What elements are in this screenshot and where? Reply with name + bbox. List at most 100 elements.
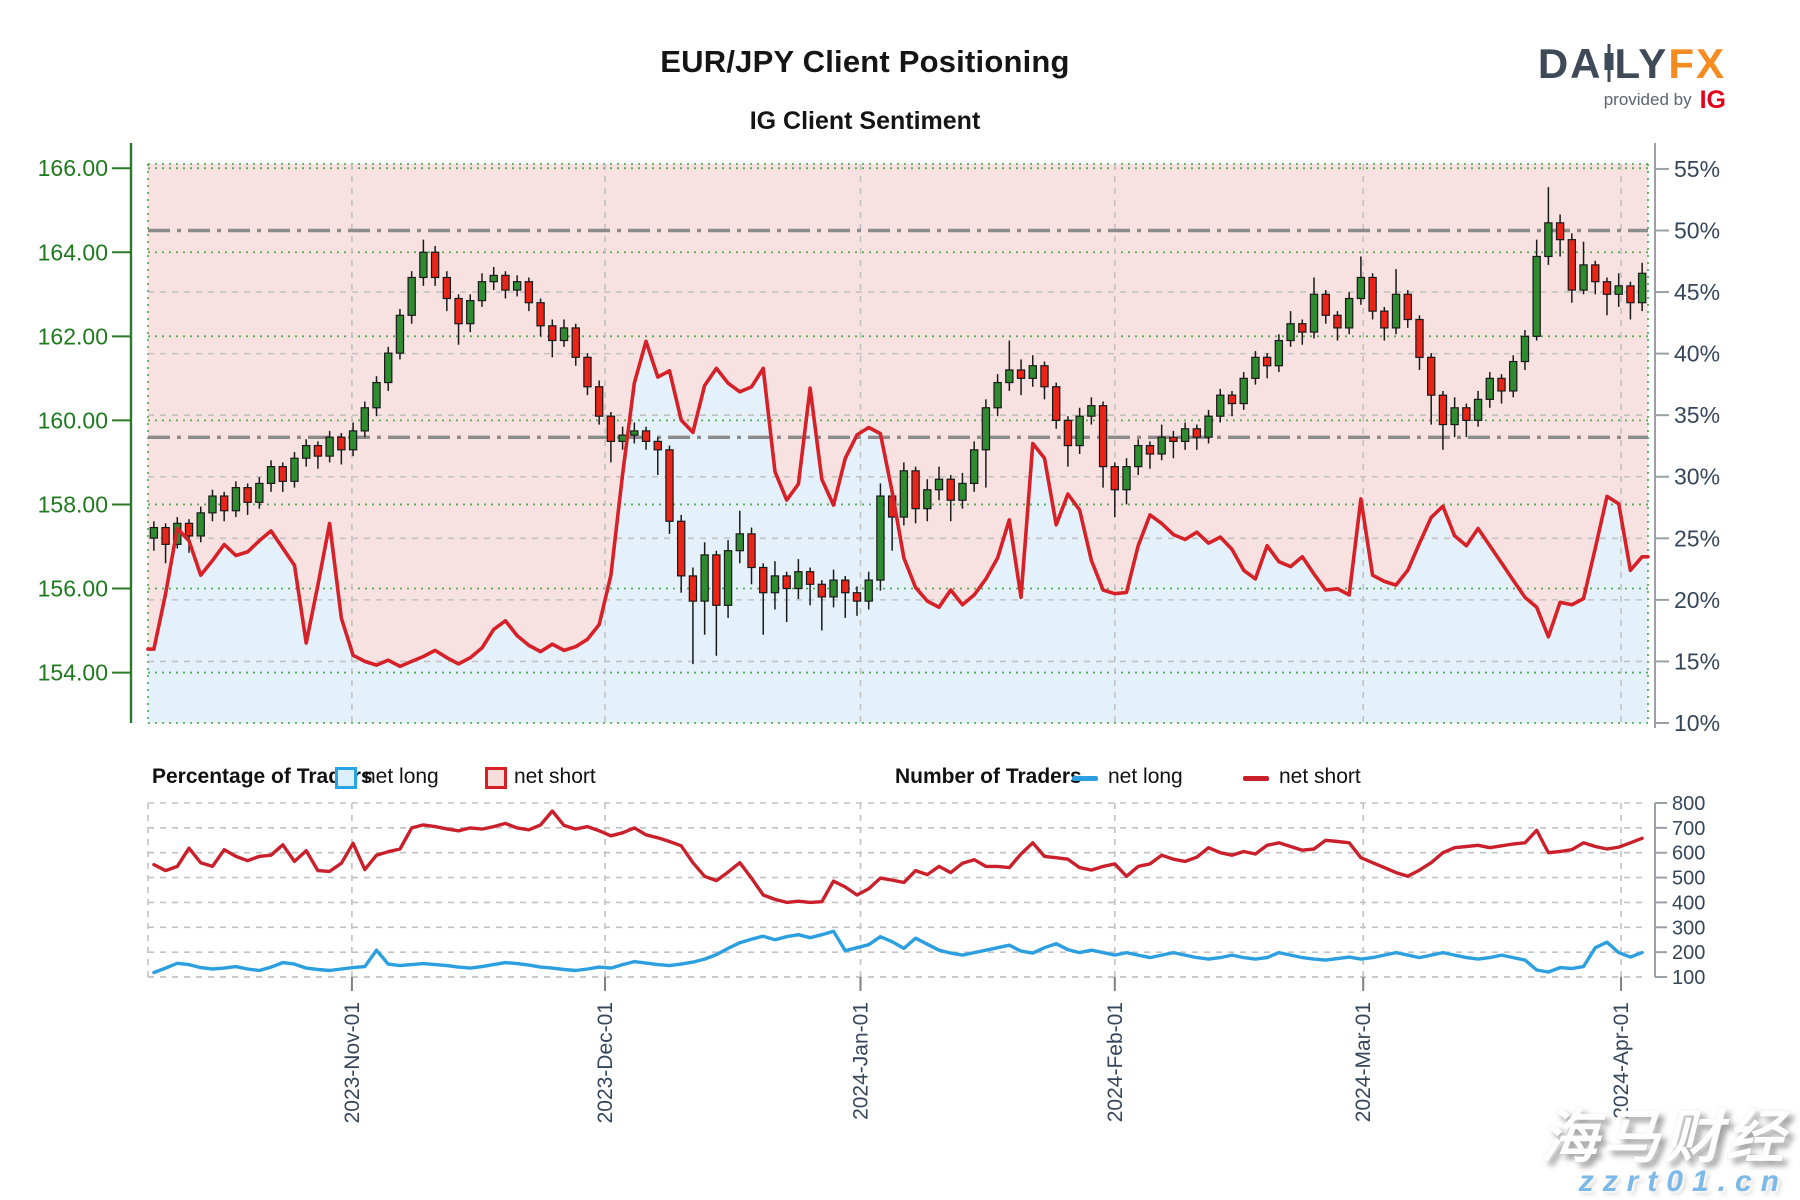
candle-up bbox=[1005, 369, 1014, 384]
chart-title: IG Client Sentiment bbox=[749, 107, 981, 135]
candle-down bbox=[1040, 365, 1049, 388]
legend-group-percentage-title: Percentage of Traders bbox=[152, 765, 373, 788]
candle-down bbox=[677, 520, 686, 577]
candle-down bbox=[653, 440, 662, 451]
count-tick-label: 700 bbox=[1672, 818, 1705, 840]
price-tick-label: 158.00 bbox=[38, 491, 108, 517]
price-tick-label: 154.00 bbox=[38, 660, 108, 686]
net-short-line-icon bbox=[1243, 776, 1269, 781]
percent-axis: 10% 15% 20% 25% 30% 35% 40% 45% 50% 55% bbox=[1654, 143, 1720, 736]
traders-long-line bbox=[152, 929, 1644, 975]
candle-down bbox=[548, 325, 557, 342]
candle-up bbox=[1075, 415, 1084, 447]
candle-up bbox=[958, 482, 967, 501]
candle-up bbox=[1180, 428, 1190, 442]
candle-up bbox=[1087, 405, 1096, 417]
candle-down bbox=[536, 302, 545, 327]
percent-tick-label: 20% bbox=[1674, 587, 1720, 613]
candle-down bbox=[594, 386, 604, 417]
candle-down bbox=[1415, 318, 1424, 358]
candle-up bbox=[395, 314, 405, 354]
candle-up bbox=[266, 466, 276, 485]
candle-down bbox=[1192, 428, 1202, 438]
percent-tick-label: 10% bbox=[1674, 710, 1720, 736]
candle-down bbox=[1626, 285, 1635, 304]
candle-down bbox=[1403, 293, 1412, 321]
date-tick-label: 2023-Dec-01 bbox=[594, 1002, 617, 1123]
candle-up bbox=[993, 381, 1002, 409]
candle-down bbox=[442, 276, 452, 300]
candle-up bbox=[1286, 323, 1295, 342]
candle-down bbox=[243, 487, 252, 503]
candle-up bbox=[630, 430, 639, 436]
percent-tick-label: 40% bbox=[1674, 341, 1720, 367]
watermark-cn: 海马财经 bbox=[1539, 1105, 1788, 1171]
candle-down bbox=[1321, 293, 1330, 316]
legend-net-long-pct: net long bbox=[364, 765, 439, 788]
candle-down bbox=[688, 575, 698, 602]
candle-down bbox=[1052, 386, 1061, 421]
candle-up bbox=[1614, 285, 1623, 295]
candle-up bbox=[149, 526, 159, 539]
candle-down bbox=[782, 575, 791, 590]
candle-up bbox=[360, 407, 369, 432]
candle-down bbox=[1333, 314, 1342, 329]
candle-up bbox=[290, 457, 299, 482]
count-tick-label: 500 bbox=[1672, 868, 1705, 890]
candle-up bbox=[372, 381, 381, 409]
legend: Percentage of Traders net long net short… bbox=[0, 0, 1800, 789]
candle-up bbox=[1134, 445, 1143, 468]
candle-up bbox=[770, 575, 780, 594]
traders-gridlines bbox=[147, 802, 1648, 978]
provided-by: provided by IG bbox=[1604, 86, 1726, 115]
price-tick-label: 160.00 bbox=[38, 407, 108, 433]
candle-up bbox=[384, 352, 393, 384]
candle-up bbox=[477, 281, 487, 302]
logo-text-ly: LY bbox=[1614, 40, 1669, 87]
candle-down bbox=[665, 449, 674, 522]
candle-up bbox=[1274, 339, 1284, 367]
candle-down bbox=[1427, 356, 1436, 396]
candle-up bbox=[1309, 293, 1319, 333]
logo-text-da: DA bbox=[1537, 40, 1603, 87]
candle-up bbox=[969, 449, 979, 485]
candle-down bbox=[1497, 377, 1506, 392]
candle-up bbox=[700, 554, 709, 602]
candle-down bbox=[454, 297, 463, 325]
candle-up bbox=[864, 579, 873, 602]
legend-net-short-count: net short bbox=[1279, 765, 1361, 788]
candlestick-icon bbox=[1603, 44, 1615, 82]
candle-down bbox=[1298, 323, 1307, 333]
candle-down bbox=[1567, 239, 1577, 291]
watermark: 海马财经 zzrt01.cn bbox=[1540, 1108, 1788, 1198]
candle-down bbox=[1368, 276, 1377, 312]
candle-up bbox=[934, 478, 944, 491]
candle-down bbox=[841, 579, 850, 594]
candle-down bbox=[817, 583, 827, 598]
price-tick-label: 164.00 bbox=[38, 239, 108, 265]
net-long-swatch-icon bbox=[335, 767, 357, 789]
count-tick-label: 300 bbox=[1672, 917, 1705, 939]
candle-down bbox=[161, 526, 170, 545]
candle-up bbox=[407, 276, 416, 316]
candle-up bbox=[231, 487, 241, 512]
candle-up bbox=[1251, 356, 1260, 379]
candle-up bbox=[325, 436, 334, 457]
candle-up bbox=[1544, 222, 1553, 258]
candle-up bbox=[559, 327, 569, 342]
logo-text-fx: FX bbox=[1668, 40, 1726, 87]
candle-down bbox=[1110, 466, 1119, 491]
candle-up bbox=[1532, 255, 1541, 337]
candle-down bbox=[1145, 445, 1155, 455]
candle-down bbox=[1555, 222, 1565, 241]
candle-down bbox=[583, 356, 592, 388]
count-tick-label: 100 bbox=[1672, 967, 1705, 989]
candle-up bbox=[419, 251, 428, 279]
candle-down bbox=[1227, 394, 1237, 405]
candle-down bbox=[524, 281, 534, 304]
candle-down bbox=[805, 571, 815, 585]
candle-down bbox=[641, 430, 651, 442]
